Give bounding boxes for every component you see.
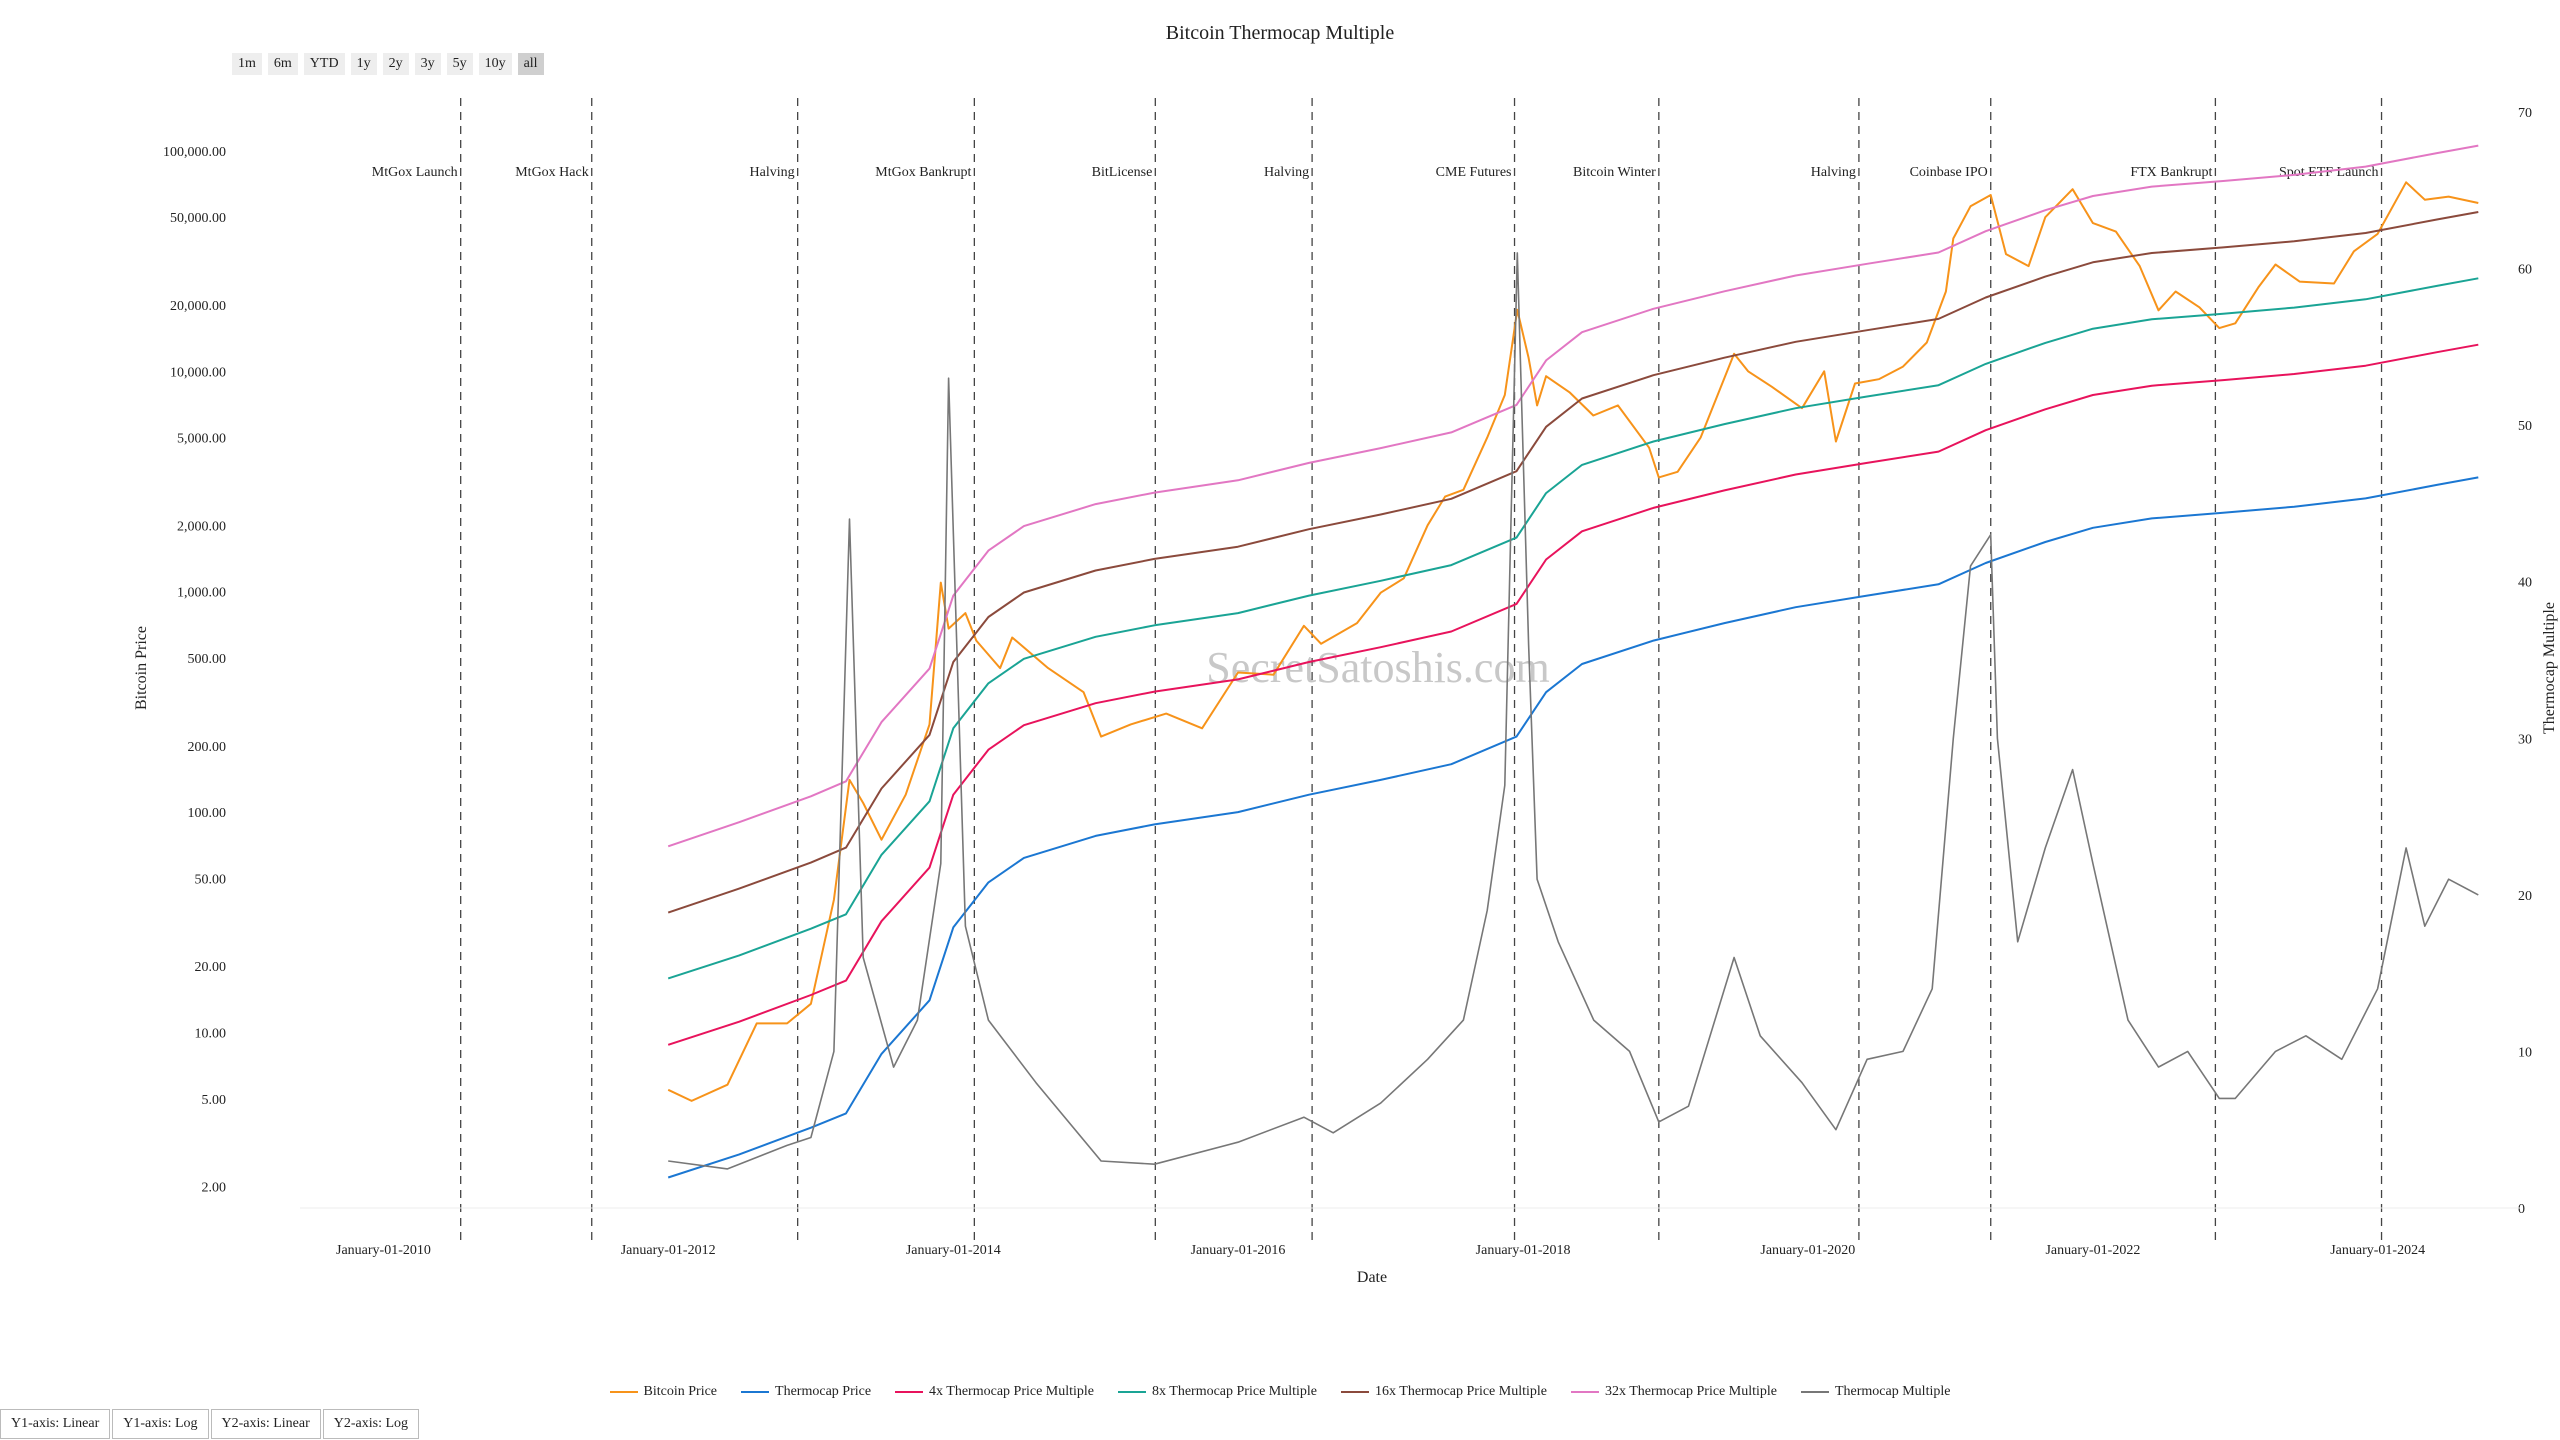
event-label-mtgox-hack: MtGox Hack — [515, 165, 589, 180]
y-axis-title: Bitcoin Price — [133, 626, 150, 710]
event-label-bitcoin-winter: Bitcoin Winter — [1573, 165, 1656, 180]
legend-label: 4x Thermocap Price Multiple — [929, 1384, 1095, 1399]
series-line-thermocap-price[interactable] — [667, 476, 2479, 1179]
y-tick-label: 2.00 — [202, 1181, 227, 1196]
y-tick-label: 500.00 — [188, 652, 227, 667]
range-1y-button[interactable]: 1y — [350, 53, 377, 75]
event-label-mtgox-bankrupt: MtGox Bankrupt — [875, 165, 971, 180]
y-tick-label: 10.00 — [195, 1027, 227, 1042]
series-line-32x-thermocap-price-multiple[interactable] — [667, 144, 2479, 848]
range-all-button[interactable]: all — [517, 53, 544, 75]
y2-tick-label: 60 — [2518, 263, 2532, 278]
legend-item-thermocap-multiple[interactable]: Thermocap Multiple — [1800, 1384, 1951, 1400]
x-tick-label: January-01-2022 — [2045, 1243, 2140, 1258]
range-6m-button[interactable]: 6m — [267, 53, 298, 75]
y2-linear-button[interactable]: Y2-axis: Linear — [210, 1409, 321, 1439]
y2-tick-label: 40 — [2518, 576, 2532, 591]
x-tick-label: January-01-2012 — [621, 1243, 716, 1258]
y2-axis-ticks: 0 10 20 30 40 50 60 70 — [2518, 106, 2532, 1217]
y1-linear-button[interactable]: Y1-axis: Linear — [0, 1409, 111, 1439]
x-tick-label: January-01-2024 — [2330, 1243, 2425, 1258]
legend-swatch — [895, 1391, 924, 1393]
legend-swatch — [1341, 1391, 1370, 1393]
legend-swatch — [741, 1391, 770, 1393]
x-tick-label: January-01-2014 — [906, 1243, 1001, 1258]
legend-swatch — [1118, 1391, 1147, 1393]
event-label-halving: Halving — [1264, 165, 1309, 180]
series-line-8x-thermocap-price-multiple[interactable] — [667, 277, 2479, 980]
x-axis-title: Date — [1357, 1269, 1387, 1286]
x-axis-ticks: January-01-2010 January-01-2012 January-01… — [336, 1243, 2425, 1258]
legend-label: 32x Thermocap Price Multiple — [1605, 1384, 1777, 1399]
legend-label: Thermocap Multiple — [1834, 1384, 1951, 1399]
chart-plot[interactable]: SecretSatoshis.com MtGox Launch MtGox Hac… — [0, 0, 2560, 1380]
range-10y-button[interactable]: 10y — [478, 53, 512, 75]
range-2y-button[interactable]: 2y — [382, 53, 409, 75]
event-label-halving: Halving — [1811, 165, 1856, 180]
legend-label: 16x Thermocap Price Multiple — [1375, 1384, 1547, 1399]
y-tick-label: 100.00 — [188, 806, 227, 821]
y-tick-label: 20.00 — [195, 960, 227, 975]
chart-title: Bitcoin Thermocap Multiple — [1165, 22, 1395, 44]
y1-log-button[interactable]: Y1-axis: Log — [112, 1409, 209, 1439]
y-tick-label: 50,000.00 — [170, 211, 226, 226]
x-tick-label: January-01-2018 — [1476, 1243, 1571, 1258]
event-label-coinbase-ipo: Coinbase IPO — [1910, 165, 1988, 180]
y-tick-label: 5,000.00 — [177, 432, 226, 447]
y2-tick-label: 0 — [2518, 1202, 2525, 1217]
event-label-cme-futures: CME Futures — [1436, 165, 1512, 180]
y2-log-button[interactable]: Y2-axis: Log — [322, 1409, 420, 1439]
series-line-4x-thermocap-price-multiple[interactable] — [667, 343, 2479, 1046]
y2-tick-label: 30 — [2518, 732, 2532, 747]
y2-tick-label: 70 — [2518, 106, 2532, 121]
range-selector: 1m 6m YTD 1y 2y 3y 5y 10y all — [232, 53, 544, 75]
event-label-bitlicense: BitLicense — [1092, 165, 1153, 180]
x-tick-label: January-01-2016 — [1191, 1243, 1286, 1258]
event-label-mtgox-launch: MtGox Launch — [372, 165, 458, 180]
range-5y-button[interactable]: 5y — [446, 53, 473, 75]
y-axis-ticks: 2.00 5.00 10.00 20.00 50.00 100.00 200.00 500.0… — [163, 145, 226, 1196]
legend-label: 8x Thermocap Price Multiple — [1152, 1384, 1318, 1399]
series-line-bitcoin-price[interactable] — [667, 181, 2479, 1102]
series-line-16x-thermocap-price-multiple[interactable] — [667, 211, 2479, 914]
event-markers: MtGox Launch MtGox Hack Halving MtGox Bankr… — [372, 98, 2383, 1240]
range-1m-button[interactable]: 1m — [232, 53, 262, 75]
legend-item-32x-thermocap-price-multiple[interactable]: 32x Thermocap Price Multiple — [1571, 1384, 1777, 1400]
x-tick-label: January-01-2020 — [1760, 1243, 1855, 1258]
legend-label: Bitcoin Price — [643, 1384, 718, 1399]
y2-tick-label: 50 — [2518, 419, 2532, 434]
y-tick-label: 5.00 — [202, 1093, 227, 1108]
legend-item-4x-thermocap-price-multiple[interactable]: 4x Thermocap Price Multiple — [895, 1384, 1094, 1400]
legend: Bitcoin Price Thermocap Price 4x Thermocap… — [0, 1384, 2560, 1400]
legend-swatch — [1800, 1391, 1829, 1393]
y-tick-label: 100,000.00 — [163, 145, 226, 160]
y-tick-label: 1,000.00 — [177, 586, 226, 601]
axis-scale-controls: Y1-axis: Linear Y1-axis: Log Y2-axis: Li… — [0, 1409, 421, 1439]
y-tick-label: 2,000.00 — [177, 519, 226, 534]
range-ytd-button[interactable]: YTD — [303, 53, 345, 75]
legend-item-16x-thermocap-price-multiple[interactable]: 16x Thermocap Price Multiple — [1341, 1384, 1547, 1400]
series-lines — [667, 144, 2479, 1179]
y-tick-label: 50.00 — [195, 872, 227, 887]
range-3y-button[interactable]: 3y — [414, 53, 441, 75]
y2-tick-label: 20 — [2518, 889, 2532, 904]
legend-item-thermocap-price[interactable]: Thermocap Price — [741, 1384, 871, 1400]
legend-item-bitcoin-price[interactable]: Bitcoin Price — [609, 1384, 718, 1400]
y-tick-label: 200.00 — [188, 740, 227, 755]
legend-item-8x-thermocap-price-multiple[interactable]: 8x Thermocap Price Multiple — [1118, 1384, 1317, 1400]
event-label-halving: Halving — [750, 165, 795, 180]
x-tick-label: January-01-2010 — [336, 1243, 431, 1258]
y2-tick-label: 10 — [2518, 1045, 2532, 1060]
y2-axis-title: Thermocap Multiple — [2541, 602, 2558, 734]
legend-swatch — [609, 1391, 638, 1393]
watermark: SecretSatoshis.com — [1206, 643, 1549, 692]
series-line-thermocap-multiple[interactable] — [668, 252, 2479, 1170]
y-tick-label: 20,000.00 — [170, 299, 226, 314]
legend-label: Thermocap Price — [775, 1384, 872, 1399]
y-tick-label: 10,000.00 — [170, 365, 226, 380]
event-label-ftx-bankrupt: FTX Bankrupt — [2130, 165, 2212, 180]
legend-swatch — [1571, 1391, 1599, 1393]
